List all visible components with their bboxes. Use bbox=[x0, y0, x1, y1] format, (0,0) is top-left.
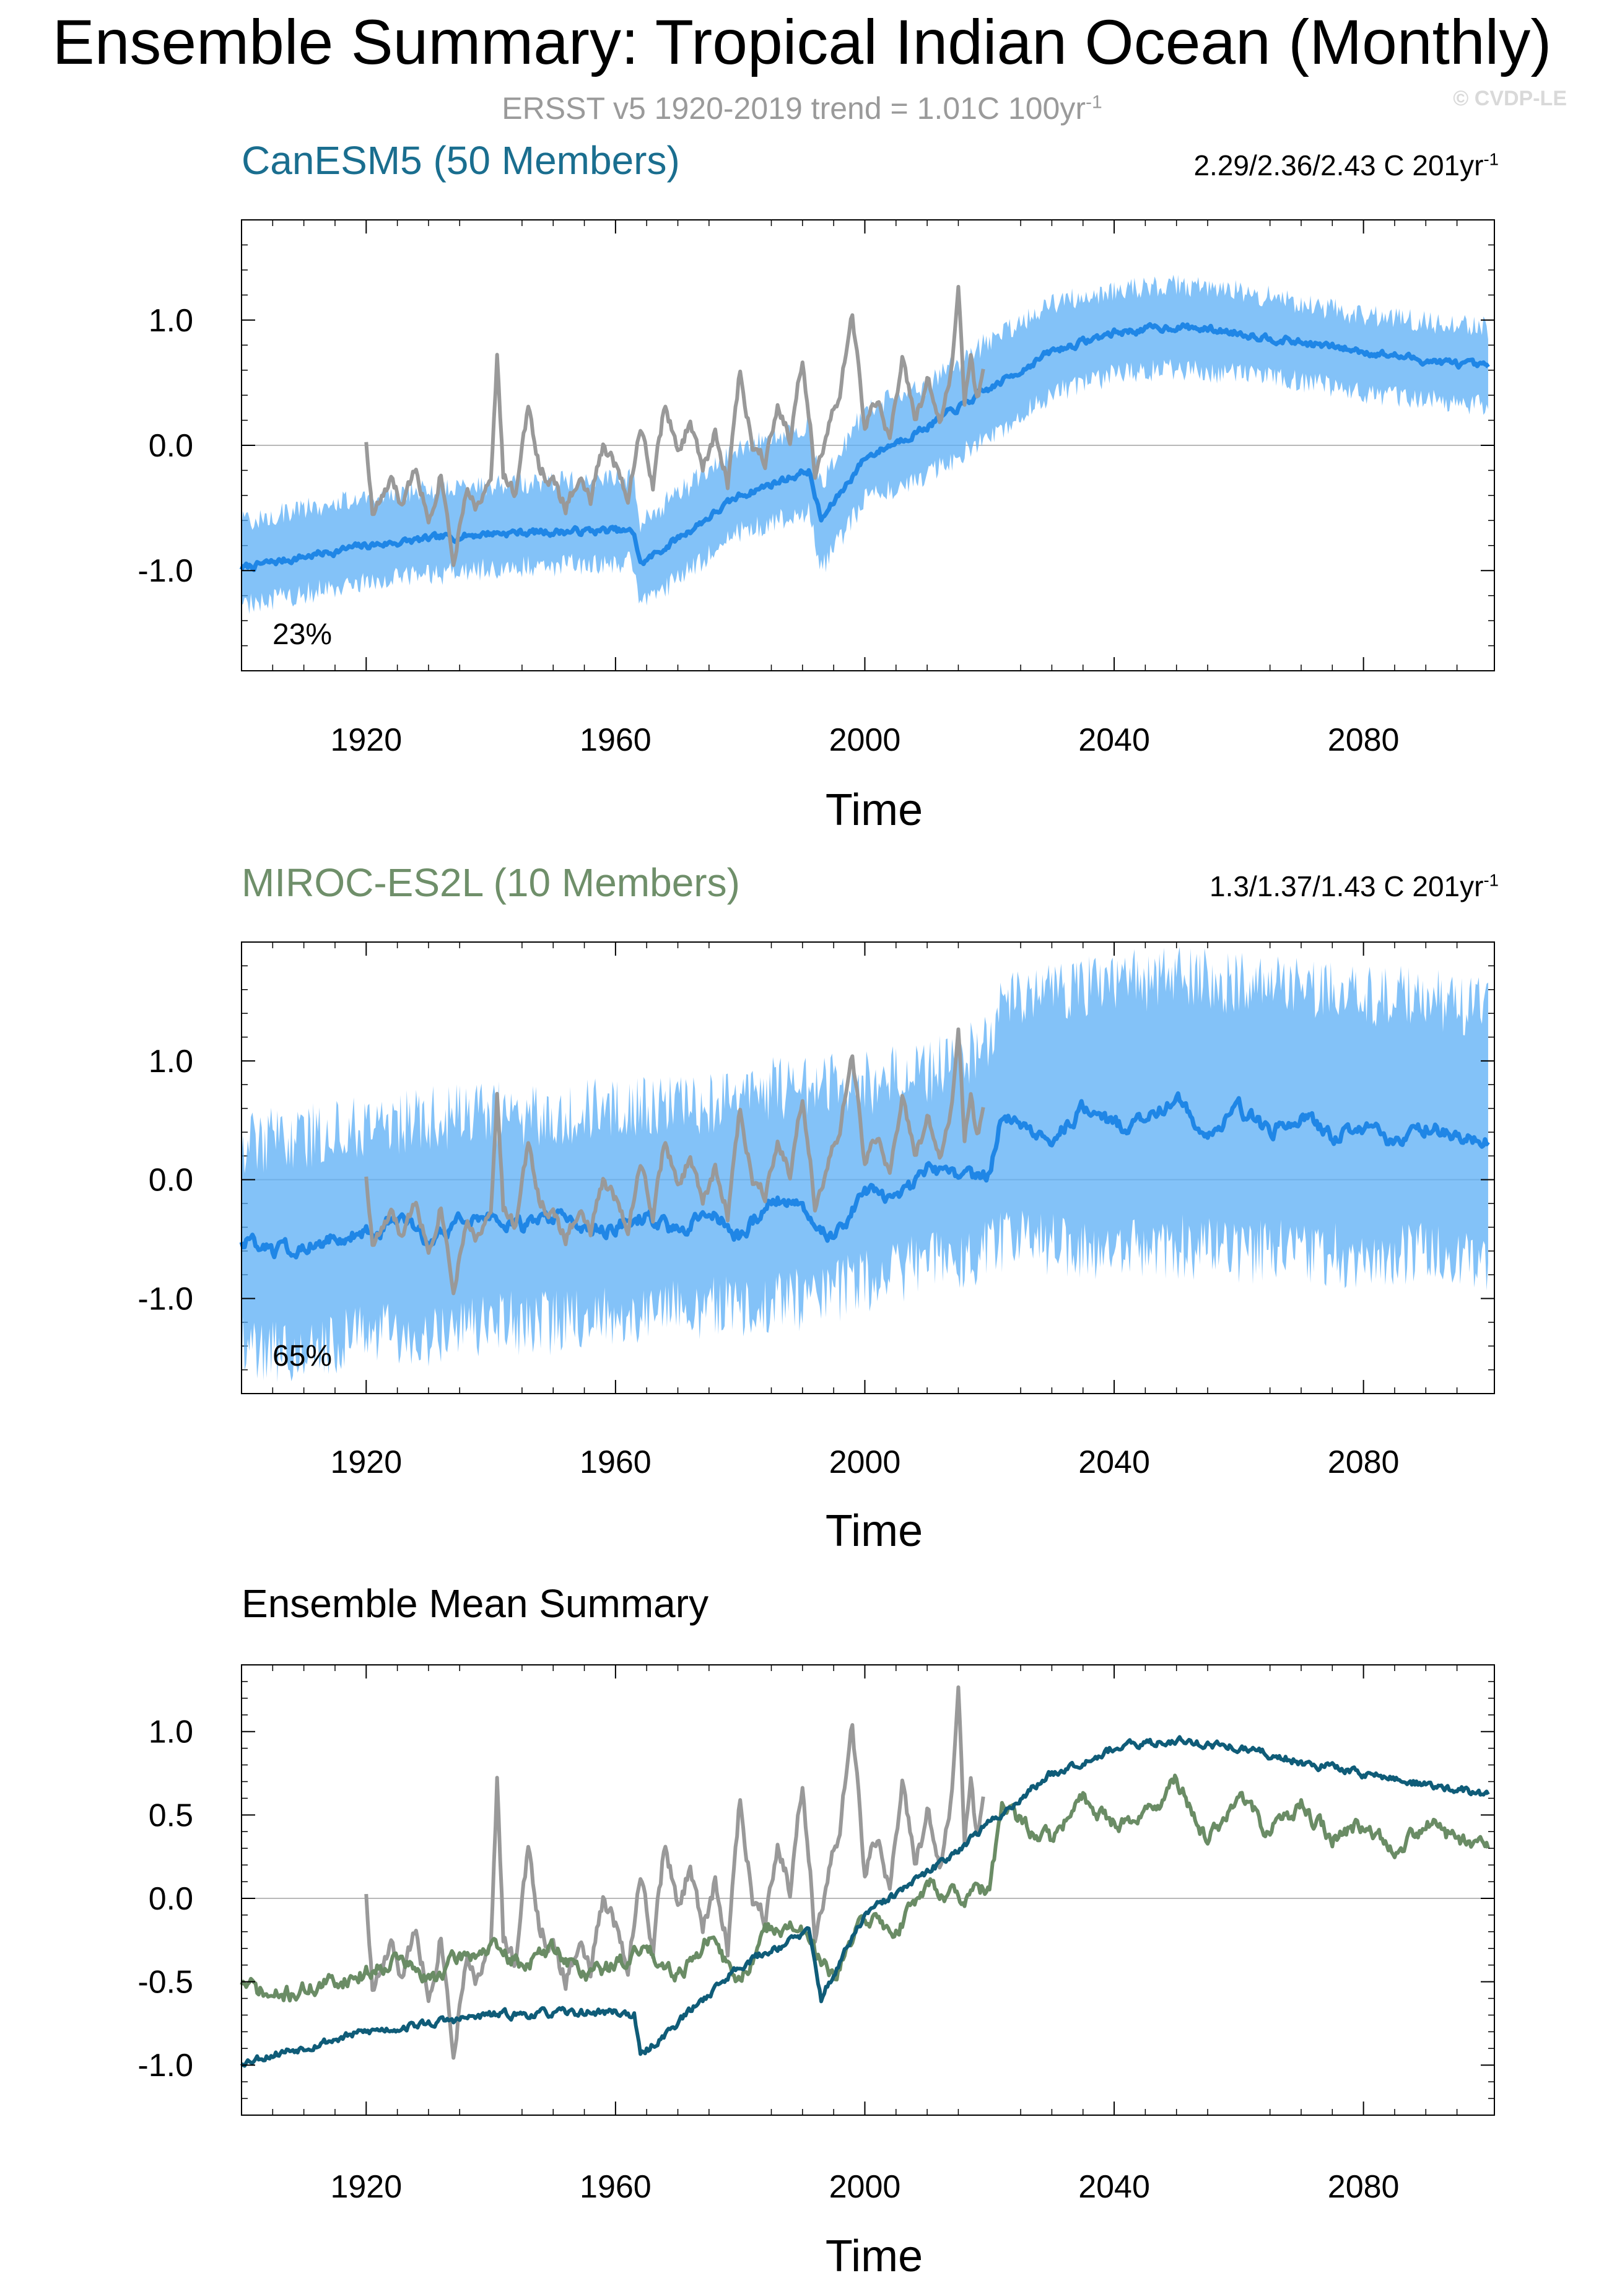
figure-subtitle: ERSST v5 1920-2019 trend = 1.01C 100yr-1 bbox=[0, 90, 1604, 126]
x-tick-label: 2000 bbox=[829, 1444, 901, 1480]
plot-frame bbox=[241, 941, 1495, 1394]
subtitle-text: ERSST v5 1920-2019 trend = 1.01C 100yr bbox=[502, 91, 1086, 126]
x-tick-label: 2080 bbox=[1328, 2169, 1400, 2205]
miroc-ensemble-mean-line bbox=[240, 1773, 1490, 2003]
x-axis-label: Time bbox=[826, 2232, 923, 2281]
y-tick-label: 0.0 bbox=[149, 428, 193, 464]
observed-series-line bbox=[364, 1027, 985, 1296]
y-tick-label: -1.0 bbox=[137, 1281, 193, 1317]
panel-3-title: Ensemble Mean Summary bbox=[242, 1581, 709, 1626]
panel-1-trend-text: 2.29/2.36/2.43 C 201yr bbox=[1193, 149, 1484, 181]
x-tick-label: 1920 bbox=[330, 1444, 402, 1480]
percent-annotation: 65% bbox=[272, 1340, 332, 1373]
y-tick-label: 0.0 bbox=[149, 1881, 193, 1917]
panel-1-trend: 2.29/2.36/2.43 C 201yr-1 bbox=[1193, 149, 1499, 182]
x-tick-label: 2080 bbox=[1328, 722, 1400, 758]
x-tick-label: 1960 bbox=[580, 2169, 652, 2205]
x-axis-label: Time bbox=[826, 785, 923, 835]
x-tick-label: 2080 bbox=[1328, 1444, 1400, 1480]
panel-1-title: CanESM5 (50 Members) bbox=[242, 138, 680, 183]
x-tick-label: 1920 bbox=[330, 2169, 402, 2205]
panel-2-trend-sup: -1 bbox=[1483, 870, 1499, 890]
panel-1-trend-sup: -1 bbox=[1483, 149, 1499, 169]
canesm5-ensemble-mean-line bbox=[240, 1735, 1490, 2068]
figure-title: Ensemble Summary: Tropical Indian Ocean … bbox=[52, 7, 1552, 77]
x-axis-label: Time bbox=[826, 1506, 923, 1556]
x-tick-label: 2000 bbox=[829, 2169, 901, 2205]
y-tick-label: 1.0 bbox=[149, 1044, 193, 1080]
chart-panel-2: 1920 1960 2000 2040 2080 -1.0 0.0 1.0 Time 65% bbox=[137, 941, 1495, 1556]
ensemble-mean-line bbox=[239, 1091, 1490, 1260]
x-tick-label: 2000 bbox=[829, 722, 901, 758]
percent-annotation: 23% bbox=[272, 618, 332, 651]
plot-frame bbox=[241, 1664, 1495, 2116]
x-tick-label: 1960 bbox=[580, 1444, 652, 1480]
x-tick-label: 2040 bbox=[1078, 1444, 1150, 1480]
panel-2-trend: 1.3/1.37/1.43 C 201yr-1 bbox=[1210, 870, 1499, 903]
y-tick-label: 0.5 bbox=[149, 1797, 193, 1833]
chart-panel-1: 1920 1960 2000 2040 2080 -1.0 0.0 1.0 Time 23% bbox=[137, 219, 1495, 835]
x-tick-label: 1960 bbox=[580, 722, 652, 758]
x-tick-label: 2040 bbox=[1078, 2169, 1150, 2205]
y-tick-label: -1.0 bbox=[137, 2048, 193, 2084]
observed-series-line bbox=[364, 285, 985, 567]
observed-series-line bbox=[364, 1685, 985, 2060]
y-tick-label: 1.0 bbox=[149, 1714, 193, 1750]
x-tick-label: 2040 bbox=[1078, 722, 1150, 758]
ensemble-spread-band bbox=[242, 274, 1488, 614]
y-tick-label: 0.0 bbox=[149, 1163, 193, 1198]
x-tick-label: 1920 bbox=[330, 722, 402, 758]
subtitle-superscript: -1 bbox=[1086, 92, 1102, 113]
chart-panel-3: 1920 1960 2000 2040 2080 -1.0 -0.5 0.0 0.5 1.0 Tim… bbox=[137, 1664, 1495, 2281]
y-tick-label: 1.0 bbox=[149, 303, 193, 339]
credit-watermark: © CVDP-LE bbox=[1453, 87, 1567, 110]
panel-2-trend-text: 1.3/1.37/1.43 C 201yr bbox=[1210, 870, 1484, 902]
y-tick-label: -1.0 bbox=[137, 553, 193, 589]
y-tick-label: -0.5 bbox=[137, 1965, 193, 2001]
panel-2-title: MIROC-ES2L (10 Members) bbox=[242, 860, 740, 905]
